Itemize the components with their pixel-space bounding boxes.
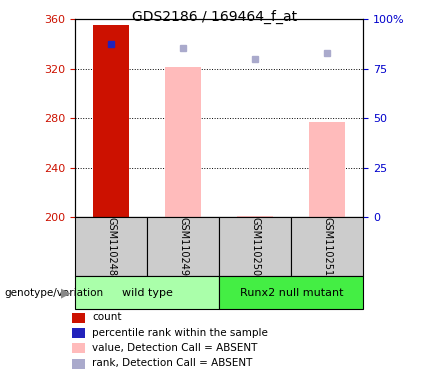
Text: GSM110251: GSM110251 [322, 217, 332, 276]
Bar [219, 217, 292, 276]
Bar [309, 122, 345, 217]
Bar [292, 217, 363, 276]
Text: genotype/variation: genotype/variation [4, 288, 104, 298]
Text: GDS2186 / 169464_f_at: GDS2186 / 169464_f_at [132, 10, 298, 24]
Text: rank, Detection Call = ABSENT: rank, Detection Call = ABSENT [92, 358, 253, 368]
Bar [237, 216, 273, 217]
Text: count: count [92, 312, 122, 322]
Text: GSM110249: GSM110249 [178, 217, 188, 276]
Bar [93, 25, 129, 217]
Text: value, Detection Call = ABSENT: value, Detection Call = ABSENT [92, 343, 258, 353]
Bar [219, 276, 363, 309]
Bar [75, 276, 219, 309]
Text: percentile rank within the sample: percentile rank within the sample [92, 328, 268, 338]
Bar [147, 217, 219, 276]
Text: Runx2 null mutant: Runx2 null mutant [240, 288, 343, 298]
Bar [75, 217, 147, 276]
Text: GSM110248: GSM110248 [106, 217, 116, 276]
Text: ▶: ▶ [61, 286, 71, 300]
Text: wild type: wild type [122, 288, 173, 298]
Bar [165, 68, 201, 217]
Text: GSM110250: GSM110250 [250, 217, 260, 276]
